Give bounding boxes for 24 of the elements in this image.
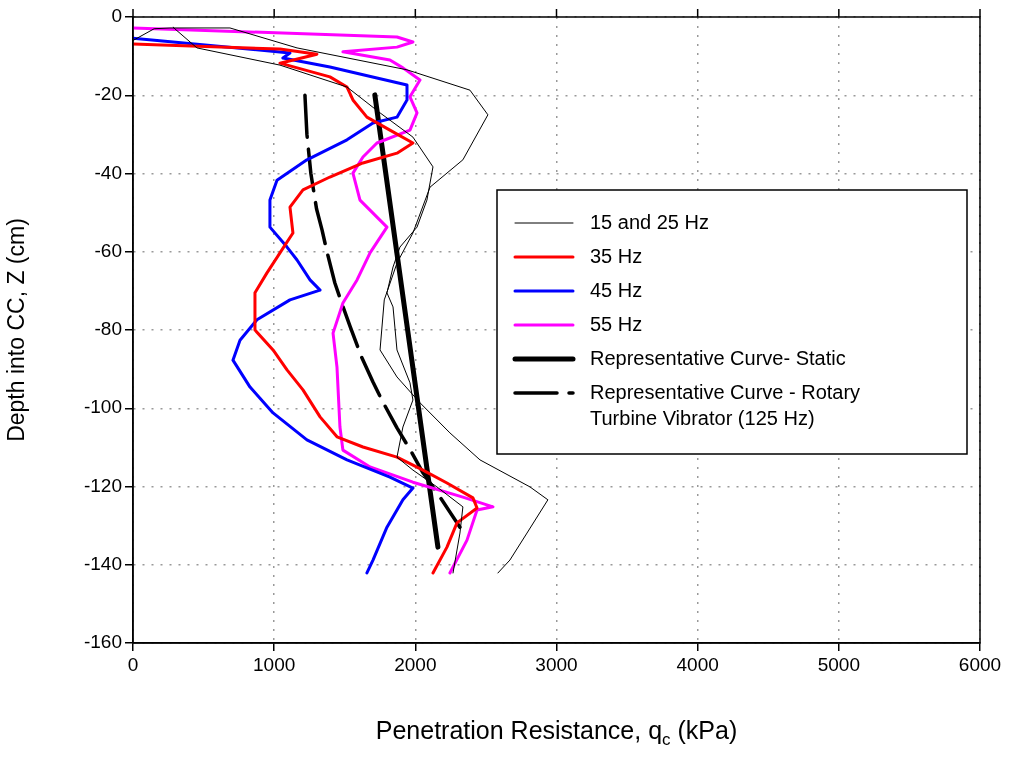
y-tick-label: 0 (111, 5, 122, 27)
legend-label: 55 Hz (590, 312, 643, 335)
x-tick-label: 4000 (676, 653, 719, 675)
y-tick-label: -140 (83, 552, 122, 574)
x-tick-label: 1000 (253, 653, 296, 675)
x-tick-label: 0 (127, 653, 139, 675)
legend-label: 15 and 25 Hz (590, 210, 709, 233)
x-tick-label: 2000 (394, 653, 437, 675)
y-tick-label: -120 (83, 474, 122, 496)
x-tick-label: 6000 (958, 653, 1002, 675)
y-tick-label: -40 (94, 161, 122, 183)
x-tick-label: 3000 (535, 653, 578, 675)
y-tick-label: -160 (83, 631, 122, 653)
x-tick-label: 5000 (817, 653, 860, 675)
x-axis-title: Penetration Resistance, q$_{c}$ (kPa) (374, 716, 739, 750)
legend-label: 35 Hz (590, 244, 643, 267)
legend-label: Representative Curve - Rotary Turbine Vibrator (125 Hz) (590, 380, 861, 429)
legend-label: 45 Hz (590, 278, 643, 301)
y-axis-title: Depth into CC, Z (cm) (3, 218, 30, 442)
y-tick-label: -20 (94, 83, 122, 105)
y-tick-label: -80 (94, 318, 122, 340)
y-tick-label: -100 (83, 396, 122, 418)
legend-label: Representative Curve- Static (590, 346, 846, 369)
y-tick-label: -60 (94, 239, 122, 261)
